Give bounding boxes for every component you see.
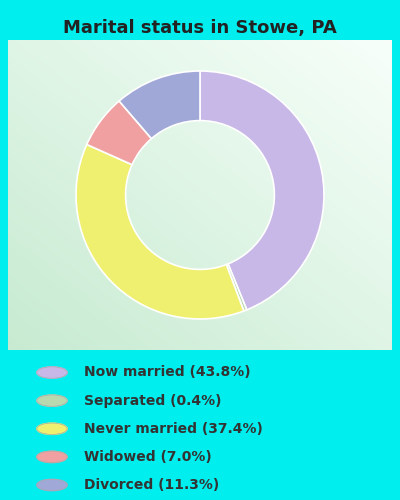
- Circle shape: [37, 451, 67, 462]
- Text: Now married (43.8%): Now married (43.8%): [84, 366, 251, 380]
- Text: Widowed (7.0%): Widowed (7.0%): [84, 450, 212, 464]
- Circle shape: [37, 423, 67, 434]
- Text: Divorced (11.3%): Divorced (11.3%): [84, 478, 219, 492]
- Wedge shape: [119, 71, 200, 138]
- Wedge shape: [200, 71, 324, 310]
- Wedge shape: [226, 264, 247, 311]
- Wedge shape: [87, 101, 152, 164]
- Text: Separated (0.4%): Separated (0.4%): [84, 394, 222, 407]
- Text: Never married (37.4%): Never married (37.4%): [84, 422, 263, 436]
- Circle shape: [37, 367, 67, 378]
- Wedge shape: [76, 144, 244, 319]
- Circle shape: [37, 480, 67, 490]
- Text: Marital status in Stowe, PA: Marital status in Stowe, PA: [63, 18, 337, 36]
- Circle shape: [37, 395, 67, 406]
